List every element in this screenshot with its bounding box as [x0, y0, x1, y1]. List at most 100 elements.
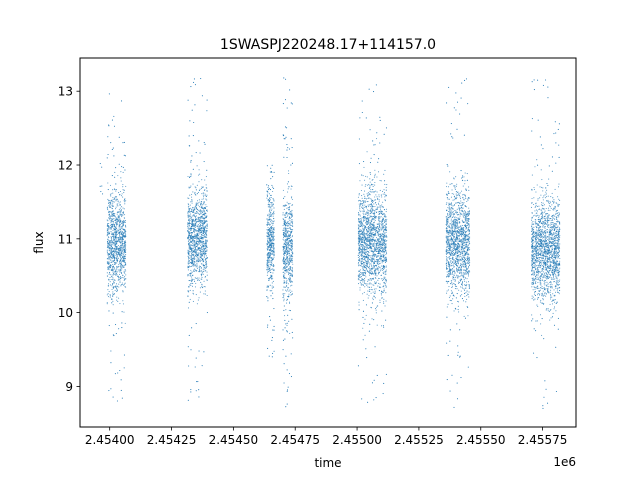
data-point: [364, 334, 366, 336]
data-point: [375, 261, 377, 263]
data-point: [376, 268, 378, 271]
data-point: [190, 283, 192, 285]
data-point: [376, 206, 378, 208]
data-point: [268, 252, 270, 254]
data-point: [112, 291, 114, 293]
data-point: [188, 334, 190, 337]
data-point: [291, 230, 293, 232]
data-point: [202, 273, 204, 275]
data-point: [198, 238, 200, 240]
data-point: [195, 323, 197, 325]
data-point: [108, 217, 110, 219]
data-point: [272, 215, 274, 217]
data-point: [289, 89, 291, 91]
data-point: [288, 227, 290, 229]
data-point: [361, 278, 363, 280]
data-point: [287, 223, 289, 225]
data-point: [283, 298, 285, 300]
data-point: [363, 211, 365, 213]
data-point: [384, 218, 386, 220]
data-point: [268, 218, 270, 220]
data-point: [381, 226, 383, 228]
data-point: [112, 218, 114, 220]
data-point: [288, 274, 290, 276]
data-point: [116, 198, 119, 200]
data-point: [273, 325, 275, 328]
data-point: [202, 263, 204, 265]
data-point: [286, 224, 288, 226]
data-point: [286, 215, 289, 217]
data-point: [119, 190, 122, 193]
data-point: [111, 279, 114, 281]
data-point: [116, 400, 119, 402]
data-point: [107, 289, 109, 291]
data-point: [191, 200, 193, 202]
data-point: [383, 267, 385, 269]
data-point: [109, 276, 111, 279]
data-point: [378, 255, 380, 257]
data-point: [383, 276, 385, 278]
data-point: [119, 201, 121, 203]
data-point: [270, 258, 272, 260]
data-point: [285, 323, 287, 325]
data-point: [367, 266, 369, 268]
data-point: [201, 207, 203, 210]
data-point: [190, 253, 193, 255]
data-point: [383, 302, 385, 304]
data-point: [204, 258, 206, 260]
data-point: [287, 181, 289, 183]
data-point: [380, 245, 382, 247]
data-point: [118, 283, 120, 285]
data-point: [120, 269, 122, 271]
data-point: [191, 285, 194, 287]
data-point: [365, 207, 368, 209]
data-point: [195, 277, 197, 280]
data-point: [198, 277, 200, 279]
data-point: [360, 237, 362, 239]
data-point: [377, 223, 379, 225]
data-point: [361, 184, 363, 186]
data-point: [202, 194, 204, 196]
data-point: [125, 236, 127, 238]
data-point: [268, 213, 270, 215]
data-point: [283, 250, 285, 252]
data-point: [289, 259, 291, 261]
data-point: [288, 186, 290, 188]
data-point: [268, 211, 270, 213]
data-point: [365, 283, 367, 285]
data-point: [187, 240, 189, 243]
data-point: [110, 350, 112, 352]
data-point: [363, 217, 365, 219]
data-point: [368, 239, 370, 241]
data-point: [359, 209, 361, 211]
data-point: [201, 365, 203, 367]
data-point: [273, 243, 275, 245]
data-point: [110, 222, 112, 224]
data-point: [285, 78, 287, 80]
data-point: [273, 199, 275, 201]
data-point: [366, 234, 369, 237]
data-point: [269, 204, 271, 206]
data-point: [364, 195, 366, 197]
data-point: [116, 233, 118, 235]
data-point: [112, 283, 114, 286]
data-point: [370, 263, 372, 265]
data-point: [193, 121, 195, 124]
data-point: [360, 243, 362, 245]
data-point: [287, 170, 290, 172]
data-point: [193, 259, 195, 261]
data-point: [202, 186, 204, 188]
data-point: [206, 246, 208, 248]
data-point: [111, 208, 113, 210]
data-point: [289, 302, 291, 304]
data-point: [358, 232, 360, 234]
data-point: [121, 246, 123, 248]
data-point: [385, 279, 387, 282]
data-point: [189, 279, 191, 282]
data-point: [378, 230, 381, 232]
data-point: [367, 213, 369, 215]
data-point: [108, 269, 110, 271]
data-point: [272, 186, 274, 188]
data-point: [358, 252, 360, 254]
data-point: [114, 220, 117, 222]
